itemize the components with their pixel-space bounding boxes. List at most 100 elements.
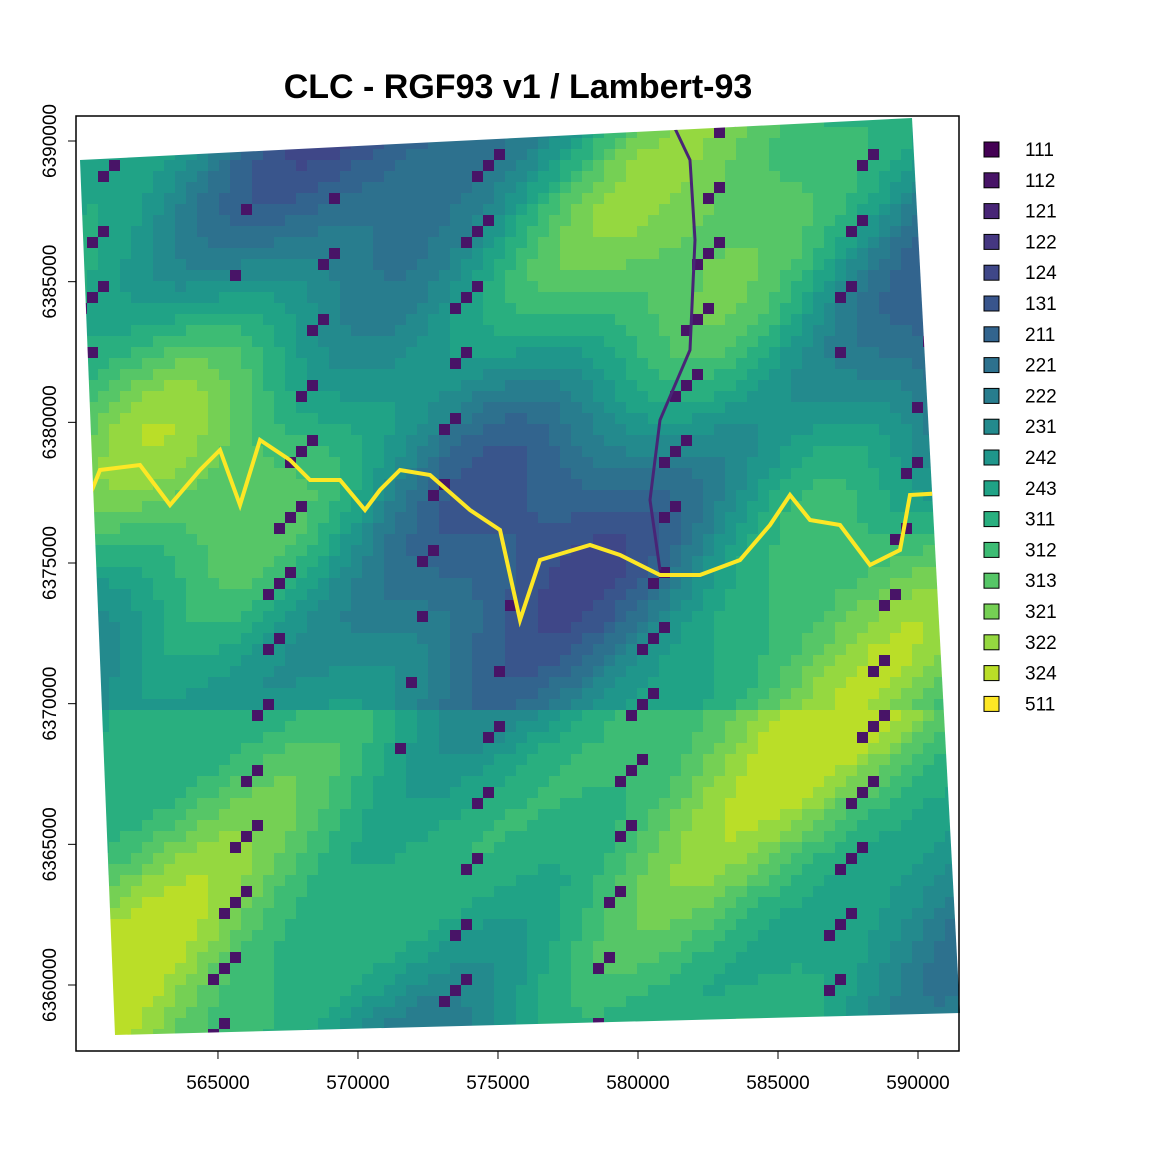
raster-cell — [901, 402, 912, 413]
raster-cell — [274, 138, 285, 149]
raster-cell — [747, 237, 758, 248]
raster-cell — [252, 754, 263, 765]
raster-cell — [879, 358, 890, 369]
raster-cell — [87, 644, 98, 655]
raster-cell — [274, 413, 285, 424]
raster-cell — [505, 149, 516, 160]
raster-cell — [241, 182, 252, 193]
raster-cell — [692, 248, 703, 259]
raster-cell — [230, 600, 241, 611]
raster-cell — [802, 226, 813, 237]
raster-cell — [219, 688, 230, 699]
raster-cell — [362, 314, 373, 325]
raster-cell — [934, 237, 945, 248]
raster-cell — [571, 677, 582, 688]
raster-cell — [780, 347, 791, 358]
raster-cell — [120, 468, 131, 479]
raster-cell — [659, 721, 670, 732]
raster-cell — [725, 292, 736, 303]
raster-cell — [835, 776, 846, 787]
raster-cell — [439, 237, 450, 248]
raster-cell — [230, 523, 241, 534]
raster-cell — [527, 468, 538, 479]
raster-cell — [538, 259, 549, 270]
raster-cell — [703, 171, 714, 182]
raster-cell — [516, 446, 527, 457]
raster-cell — [406, 259, 417, 270]
raster-cell — [879, 468, 890, 479]
raster-cell — [472, 281, 483, 292]
raster-cell — [538, 292, 549, 303]
raster-cell — [637, 534, 648, 545]
raster-cell — [527, 666, 538, 677]
raster-cell — [626, 118, 637, 127]
raster-cell — [824, 292, 835, 303]
raster-cell — [582, 248, 593, 259]
raster-cell — [549, 413, 560, 424]
raster-cell — [186, 369, 197, 380]
raster-cell — [373, 446, 384, 457]
raster-cell — [461, 710, 472, 721]
raster-cell — [164, 402, 175, 413]
raster-cell — [549, 215, 560, 226]
raster-cell — [340, 347, 351, 358]
raster-cell — [98, 765, 109, 776]
raster-cell — [417, 556, 428, 567]
raster-cell — [736, 534, 747, 545]
raster-cell — [890, 677, 901, 688]
raster-cell — [626, 314, 637, 325]
raster-cell — [164, 666, 175, 677]
raster-cell — [637, 710, 648, 721]
raster-cell — [571, 468, 582, 479]
raster-cell — [219, 281, 230, 292]
raster-cell — [703, 325, 714, 336]
raster-cell — [549, 226, 560, 237]
raster-cell — [296, 314, 307, 325]
raster-cell — [131, 556, 142, 567]
raster-cell — [131, 138, 142, 149]
raster-cell — [153, 226, 164, 237]
raster-cell — [560, 160, 571, 171]
raster-cell — [208, 160, 219, 171]
raster-cell — [131, 721, 142, 732]
raster-cell — [417, 391, 428, 402]
raster-cell — [912, 765, 923, 776]
raster-cell — [263, 193, 274, 204]
raster-cell — [461, 413, 472, 424]
raster-cell — [186, 281, 197, 292]
raster-cell — [648, 424, 659, 435]
raster-cell — [571, 325, 582, 336]
raster-cell — [87, 369, 98, 380]
raster-cell — [142, 677, 153, 688]
raster-cell — [175, 611, 186, 622]
raster-cell — [879, 325, 890, 336]
raster-cell — [516, 512, 527, 523]
raster-cell — [945, 633, 956, 644]
raster-cell — [582, 776, 593, 787]
raster-cell — [758, 259, 769, 270]
raster-cell — [494, 314, 505, 325]
raster-cell — [648, 182, 659, 193]
raster-cell — [802, 644, 813, 655]
raster-cell — [681, 567, 692, 578]
raster-cell — [417, 600, 428, 611]
raster-cell — [604, 118, 615, 127]
raster-cell — [505, 644, 516, 655]
raster-cell — [901, 567, 912, 578]
raster-cell — [692, 534, 703, 545]
raster-cell — [450, 512, 461, 523]
raster-cell — [362, 347, 373, 358]
raster-cell — [637, 391, 648, 402]
raster-cell — [945, 226, 956, 237]
raster-cell — [615, 743, 626, 754]
raster-cell — [142, 567, 153, 578]
raster-cell — [549, 710, 560, 721]
raster-cell — [483, 182, 494, 193]
raster-cell — [769, 457, 780, 468]
raster-cell — [747, 556, 758, 567]
raster-cell — [736, 611, 747, 622]
raster-cell — [120, 237, 131, 248]
raster-cell — [285, 545, 296, 556]
raster-cell — [681, 501, 692, 512]
raster-cell — [307, 677, 318, 688]
